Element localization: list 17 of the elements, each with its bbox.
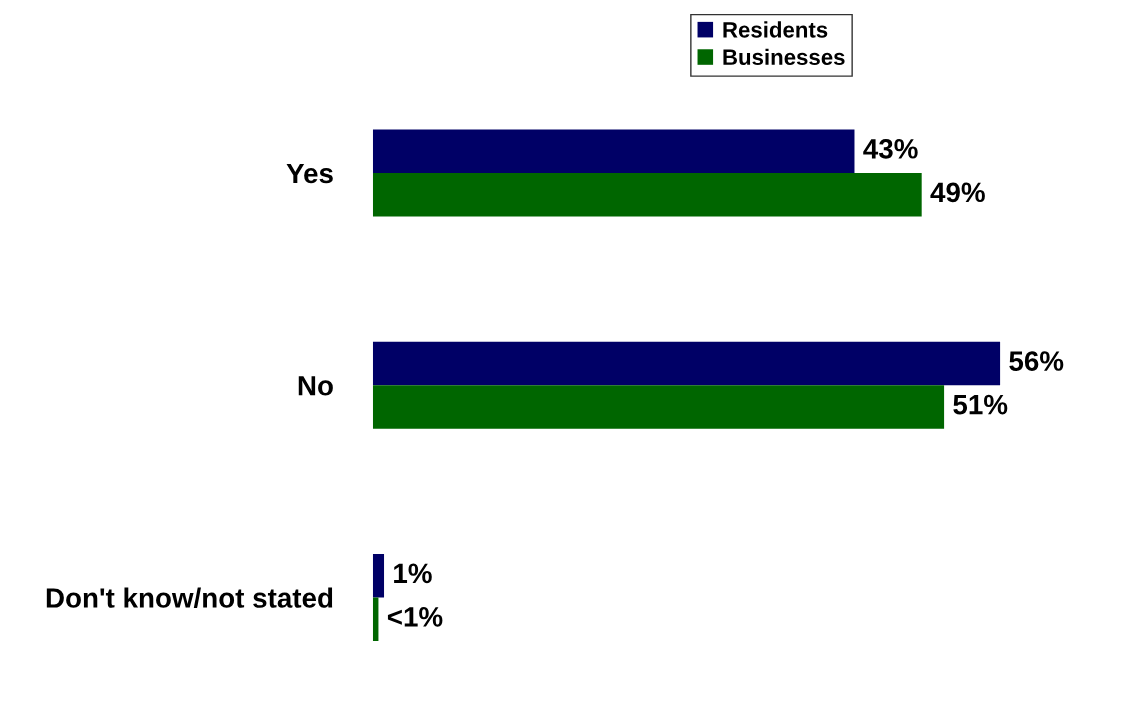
legend-label: Residents (723, 21, 828, 38)
data-label: 51% (953, 394, 1008, 415)
data-label: 1% (394, 563, 432, 584)
y-tick-label: No (298, 376, 333, 396)
data-label: 56% (1009, 351, 1064, 371)
legend-label: Businesses (723, 48, 845, 66)
bar (372, 385, 945, 429)
bar (372, 597, 379, 642)
y-tick-label: Yes (286, 163, 333, 184)
bar (372, 341, 1001, 386)
data-label: 43% (863, 138, 918, 159)
y-tick-label: Don't know/not stated (46, 587, 333, 609)
data-label: <1% (387, 607, 443, 627)
bar (372, 553, 385, 598)
bar (372, 172, 922, 217)
bar (372, 129, 855, 173)
data-label: 49% (930, 182, 985, 203)
